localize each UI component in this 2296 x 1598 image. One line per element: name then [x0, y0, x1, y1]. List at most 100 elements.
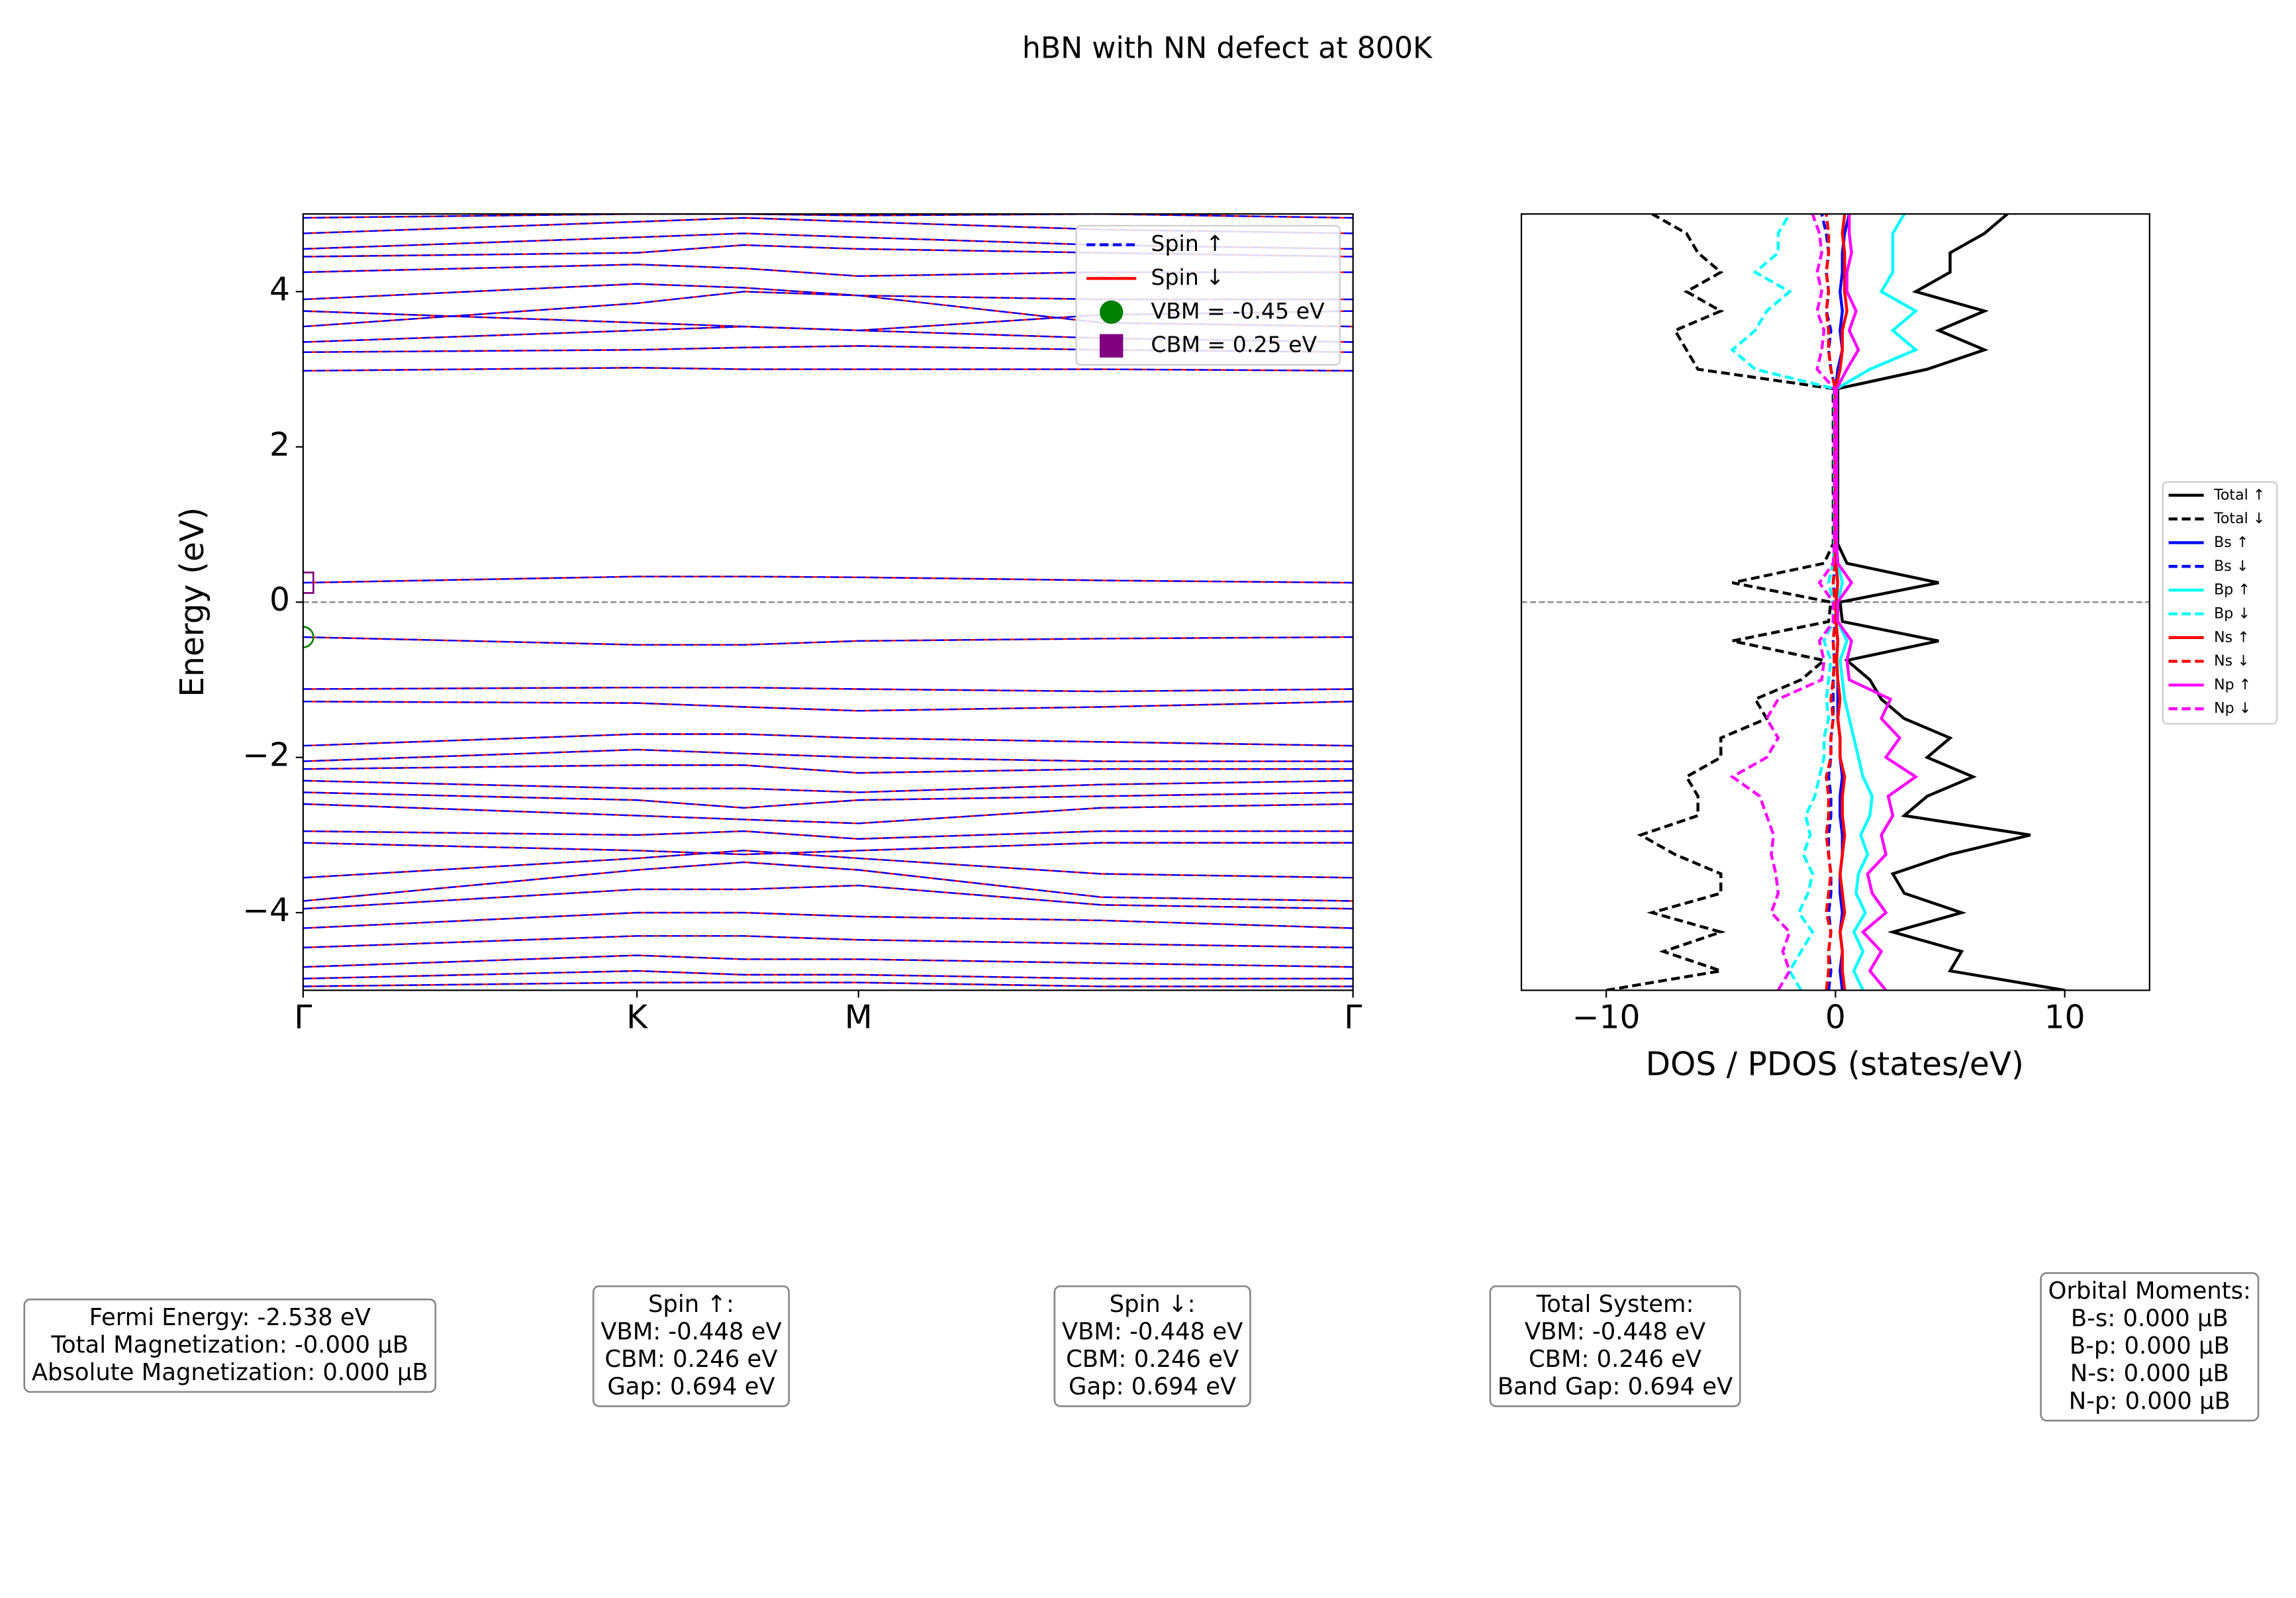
band-line: [303, 803, 1353, 824]
band-line: [303, 791, 1353, 809]
band-line: [303, 954, 1353, 968]
info-box-line: B-p: 0.000 μB: [2070, 1332, 2230, 1360]
legend-swatch: [1100, 300, 1124, 325]
x-tick-label: 0: [1825, 999, 1846, 1036]
band-line: [303, 935, 1353, 949]
y-tick-label: 2: [269, 426, 290, 464]
figure-title: hBN with NN defect at 800K: [1022, 31, 1433, 65]
band-line: [303, 850, 1353, 879]
legend-label: Np ↑: [2214, 676, 2251, 693]
info-box-line: Total Magnetization: -0.000 μB: [50, 1331, 408, 1358]
y-tick-label: 0: [269, 581, 290, 619]
legend-label: Spin ↑: [1151, 230, 1224, 256]
info-box-line: Orbital Moments:: [2048, 1277, 2251, 1305]
legend-swatch: [1100, 334, 1124, 358]
x-tick-label: Γ: [294, 999, 312, 1036]
info-box-line: VBM: -0.448 eV: [600, 1318, 781, 1345]
legend-box: [1075, 225, 1341, 366]
y-tick-label: −4: [242, 892, 290, 929]
legend-label: Bs ↑: [2214, 534, 2248, 551]
band-line: [303, 686, 1353, 693]
legend-label: Bs ↓: [2214, 558, 2248, 575]
band-line: [303, 748, 1353, 762]
dos-line: [1835, 214, 1919, 991]
x-tick-label: K: [626, 999, 648, 1036]
band-line: [303, 345, 1353, 353]
info-box-line: Absolute Magnetization: 0.000 μB: [32, 1359, 428, 1386]
band-line: [303, 325, 1353, 343]
axes-frame: [302, 213, 1354, 991]
info-box-line: CBM: 0.246 eV: [604, 1346, 777, 1373]
x-tick-label: M: [845, 999, 873, 1036]
band-line: [303, 842, 1353, 856]
dos-line: [1729, 214, 1836, 991]
info-box-line: N-p: 0.000 μB: [2069, 1387, 2230, 1415]
legend-label: Total ↑: [2213, 486, 2265, 503]
legend-label: Total ↓: [2213, 510, 2265, 527]
dos-line: [1825, 214, 1837, 991]
x-tick-label: −10: [1572, 999, 1641, 1036]
band-line: [303, 232, 1353, 250]
info-box-line: VBM: -0.448 eV: [1525, 1318, 1705, 1345]
band-line: [303, 861, 1353, 902]
band-line: [303, 291, 1353, 328]
axes-frame: [1520, 213, 2150, 991]
info-box-line: CBM: 0.246 eV: [1529, 1346, 1701, 1373]
band-line: [303, 764, 1353, 774]
dos-line: [1836, 214, 2066, 991]
legend-label: Ns ↓: [2214, 652, 2250, 670]
info-box-line: B-s: 0.000 μB: [2071, 1305, 2228, 1332]
info-box-frame: [592, 1285, 790, 1407]
info-box-frame: [1489, 1285, 1741, 1407]
x-tick-label: 10: [2044, 999, 2085, 1036]
info-box-line: Band Gap: 0.694 eV: [1498, 1373, 1733, 1401]
band-line: [303, 970, 1353, 979]
legend-label: Spin ↓: [1151, 264, 1224, 290]
info-box-frame: [23, 1298, 437, 1393]
band-line: [303, 884, 1353, 910]
plot-area: [1521, 214, 2150, 991]
legend-label: VBM = -0.45 eV: [1151, 298, 1325, 324]
legend-label: Ns ↑: [2214, 628, 2250, 646]
info-box-line: Spin ↓:: [1110, 1291, 1196, 1318]
band-line: [303, 310, 1353, 332]
y-axis-label: Energy (eV): [174, 507, 211, 697]
band-line: [303, 911, 1353, 929]
x-tick-label: Γ: [1344, 999, 1362, 1036]
band-line: [303, 217, 1353, 234]
band-line: [303, 264, 1353, 277]
info-box-frame: [2040, 1272, 2260, 1422]
legend-label: Np ↓: [2214, 700, 2251, 717]
info-box: Orbital Moments:B-s: 0.000 μBB-p: 0.000 …: [2040, 1272, 2260, 1422]
info-box-line: Fermi Energy: -2.538 eV: [89, 1304, 371, 1331]
x-axis-label: DOS / PDOS (states/eV): [1646, 1046, 2024, 1083]
info-box-line: CBM: 0.246 eV: [1066, 1346, 1239, 1373]
y-tick-label: 4: [269, 271, 290, 308]
info-box-line: VBM: -0.448 eV: [1062, 1318, 1243, 1345]
legend-label: Bp ↑: [2214, 581, 2250, 599]
band-line: [303, 636, 1353, 646]
legend-label: CBM = 0.25 eV: [1151, 332, 1317, 358]
band-line: [303, 830, 1353, 840]
band-line: [303, 981, 1353, 987]
info-box-line: N-s: 0.000 μB: [2070, 1360, 2229, 1387]
info-box-line: Gap: 0.694 eV: [1069, 1373, 1236, 1401]
band-line: [303, 701, 1353, 712]
info-box-line: Gap: 0.694 eV: [607, 1373, 775, 1401]
band-line: [303, 575, 1353, 584]
band-line: [303, 367, 1353, 372]
band-line: [303, 779, 1353, 793]
legend-label: Bp ↓: [2214, 605, 2250, 622]
y-tick-label: −2: [242, 737, 290, 774]
band-line: [303, 733, 1353, 747]
info-box-line: Spin ↑:: [648, 1291, 734, 1318]
band-line: [303, 244, 1353, 258]
info-box-line: Total System:: [1536, 1291, 1694, 1318]
cbm-marker: [303, 572, 314, 594]
